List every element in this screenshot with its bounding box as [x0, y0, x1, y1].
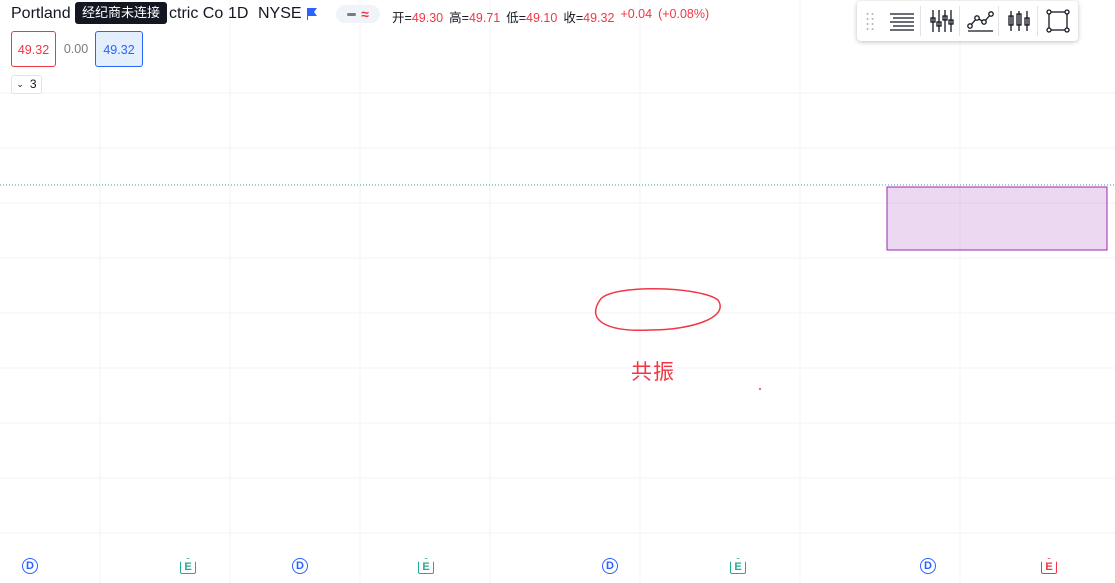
symbol-name-tail[interactable]: ctric Co [169, 5, 224, 22]
candles-icon[interactable] [1004, 6, 1034, 36]
minus-icon [347, 12, 357, 16]
interval-label[interactable]: 1D [228, 5, 249, 22]
change-value: +0.04 [620, 7, 653, 21]
approx-icon: ≈ [361, 6, 369, 22]
symbol-name[interactable]: Portland [11, 5, 71, 22]
stray-dot [759, 388, 761, 390]
high-value: 高=49.71 [449, 11, 501, 25]
earnings-icon-upcoming[interactable]: E [1041, 558, 1057, 574]
toolbar-divider [1037, 6, 1038, 36]
resonance-label[interactable]: 共振 [631, 360, 675, 384]
dividend-icon[interactable]: D [292, 558, 308, 574]
rectangle-icon[interactable] [1043, 6, 1073, 36]
drag-handle-icon[interactable] [865, 12, 875, 30]
sell-button[interactable]: 49.32 [11, 31, 56, 67]
flag-icon[interactable] [306, 7, 318, 20]
indicators-collapse-button[interactable]: ⌄ 3 [11, 75, 42, 94]
horizontal-lines-icon[interactable] [887, 6, 917, 36]
toolbar-divider [959, 6, 960, 36]
chevron-down-icon: ⌄ [16, 79, 24, 89]
indicator-count: 3 [29, 77, 37, 91]
close-value: 收=49.32 [563, 11, 615, 25]
change-percent: (+0.08%) [658, 7, 710, 21]
buy-button[interactable]: 49.32 [95, 31, 143, 67]
earnings-icon[interactable]: E [180, 558, 196, 574]
path-icon[interactable] [965, 6, 995, 36]
open-value: 开=49.30 [392, 11, 444, 25]
indicator-visibility-toggle[interactable]: ≈ [336, 5, 380, 23]
ohlc-values: 开=49.30 高=49.71 低=49.10 收=49.32 +0.04 (+… [392, 7, 709, 26]
low-value: 低=49.10 [506, 11, 558, 25]
dividend-icon[interactable]: D [602, 558, 618, 574]
broker-status-tooltip: 经纪商未连接 [75, 2, 168, 24]
bars-icon[interactable] [926, 6, 956, 36]
spread-value: 0.00 [63, 42, 89, 56]
dividend-icon[interactable]: D [22, 558, 38, 574]
earnings-icon[interactable]: E [730, 558, 746, 574]
earnings-icon[interactable]: E [418, 558, 434, 574]
toolbar-divider [998, 6, 999, 36]
range-rectangle[interactable] [886, 186, 1108, 251]
resonance-ellipse[interactable] [594, 288, 721, 331]
exchange-label: NYSE [258, 5, 302, 22]
dividend-icon[interactable]: D [920, 558, 936, 574]
drawing-toolbar [857, 1, 1078, 41]
toolbar-divider [920, 6, 921, 36]
